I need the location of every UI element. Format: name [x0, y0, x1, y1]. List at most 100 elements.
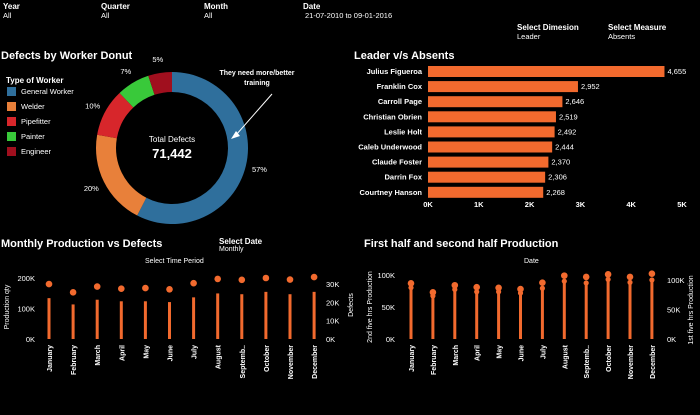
legend-swatch	[7, 117, 16, 126]
select-dimension[interactable]: Select Dimesion Leader	[517, 23, 579, 41]
leader-bar	[428, 66, 665, 77]
donut-slice-label: 5%	[152, 55, 163, 64]
leader-name-label: Caleb Underwood	[358, 143, 422, 152]
x-tick-label: November	[628, 345, 635, 380]
leader-value-label: 2,444	[555, 143, 574, 152]
halves-title: First half and second half Production	[364, 238, 559, 250]
y-left-tick: 0K	[386, 335, 395, 344]
x-tick-label: July	[192, 345, 199, 359]
legend-label: Pipefitter	[21, 117, 51, 126]
leader-bar	[428, 111, 556, 123]
halves-y-right-label: 1st five hrs Production	[688, 275, 695, 344]
lollipop-dot	[473, 283, 481, 291]
filter-label: Month	[204, 2, 228, 11]
donut-legend-title: Type of Worker	[6, 76, 64, 85]
leader-bar	[428, 96, 563, 108]
legend-item-engineer[interactable]: Engineer	[7, 147, 51, 156]
x-tick-label: April	[475, 345, 482, 361]
annotation-arrow	[235, 93, 273, 136]
lollipop-dot-secondary	[649, 277, 655, 283]
donut-slice-label: 7%	[120, 67, 131, 76]
leader-value-label: 4,655	[667, 67, 686, 76]
legend-swatch	[7, 87, 16, 96]
legend-item-general-worker[interactable]: General Worker	[7, 87, 74, 96]
y-right-tick: 10K	[326, 317, 339, 326]
legend-swatch	[7, 132, 16, 141]
legend-label: Welder	[21, 102, 45, 111]
leader-bar	[428, 171, 546, 183]
lollipop-dot	[93, 283, 101, 290]
filter-label: Date	[303, 2, 321, 11]
x-tick-label: April	[119, 345, 126, 361]
leader-x-tick: 3K	[576, 200, 586, 209]
monthly-subtitle: Select Time Period	[145, 258, 204, 265]
lollipop-dot	[626, 273, 634, 281]
donut-center-label: Total Defects	[149, 135, 195, 144]
leader-name-label: Leslie Holt	[384, 127, 422, 136]
lollipop-dot	[539, 279, 546, 286]
y-left-tick: 50K	[382, 303, 395, 312]
lollipop-dot-secondary	[430, 293, 436, 299]
lollipop-dot-secondary	[452, 286, 458, 293]
lollipop-dot	[214, 275, 221, 283]
lollipop-dot	[604, 271, 612, 278]
lollipop-dot-secondary	[517, 290, 524, 296]
lollipop-dot	[451, 281, 459, 289]
lollipop-dot	[166, 285, 173, 293]
lollipop-dot-secondary	[496, 289, 502, 295]
donut-title: Defects by Worker Donut	[1, 50, 133, 62]
legend-swatch	[7, 102, 16, 111]
leader-value-label: 2,646	[565, 97, 584, 106]
legend-item-welder[interactable]: Welder	[7, 102, 45, 111]
lollipop-dot	[262, 274, 270, 282]
filter-date[interactable]: Date 21-07-2010 to 09-01-2016	[303, 2, 392, 20]
leader-bar	[428, 156, 549, 168]
donut-annotation: They need more/better training	[219, 70, 295, 87]
donut-slice-engineer	[148, 72, 172, 95]
y-right-tick: 0K	[667, 335, 676, 344]
x-tick-label: January	[409, 345, 416, 372]
x-tick-label: July	[540, 345, 547, 359]
filter-month[interactable]: Month All	[204, 2, 228, 20]
lollipop-dot	[286, 276, 294, 283]
filter-quarter[interactable]: Quarter All	[101, 2, 130, 20]
leader-x-tick: 0K	[423, 200, 433, 209]
monthly-y-right-label: Defects	[348, 293, 355, 317]
x-tick-label: February	[71, 345, 78, 375]
filter-value: 21-07-2010 to 09-01-2016	[305, 11, 393, 20]
x-tick-label: Septemb..	[240, 345, 247, 379]
select-measure[interactable]: Select Measure Absents	[608, 23, 666, 41]
leader-x-tick: 4K	[626, 200, 636, 209]
filter-year[interactable]: Year All	[3, 2, 20, 20]
legend-item-painter[interactable]: Painter	[7, 132, 45, 141]
x-tick-label: March	[95, 345, 102, 366]
x-tick-label: Septemb..	[584, 345, 591, 379]
x-tick-label: June	[168, 345, 175, 361]
legend-item-pipefitter[interactable]: Pipefitter	[7, 117, 51, 126]
leader-title: Leader v/s Absents	[354, 50, 455, 62]
x-tick-label: February	[431, 345, 438, 375]
x-tick-label: December	[312, 345, 319, 379]
filter-label: Year	[3, 2, 20, 11]
filter-value: All	[204, 11, 213, 20]
select-dimension-value: Leader	[517, 32, 541, 41]
donut-slice-pipefitter	[97, 92, 134, 139]
leader-name-label: Christian Obrien	[363, 112, 422, 121]
y-right-tick: 50K	[667, 306, 680, 315]
donut-slice-label: 57%	[252, 165, 267, 174]
donut-slice-welder	[95, 134, 147, 216]
legend-label: Painter	[21, 132, 45, 141]
lollipop-dot-secondary	[605, 276, 611, 283]
x-tick-label: December	[650, 345, 657, 379]
leader-name-label: Carroll Page	[378, 97, 422, 106]
leader-value-label: 2,370	[551, 158, 570, 167]
x-tick-label: May	[497, 345, 504, 359]
leader-name-label: Franklin Cox	[377, 82, 423, 91]
lollipop-dot	[190, 279, 197, 287]
legend-label: General Worker	[21, 87, 74, 96]
lollipop-dot	[238, 276, 246, 284]
select-date[interactable]: Select Date Monthly	[219, 237, 262, 253]
leader-name-label: Courtney Hanson	[359, 188, 422, 197]
